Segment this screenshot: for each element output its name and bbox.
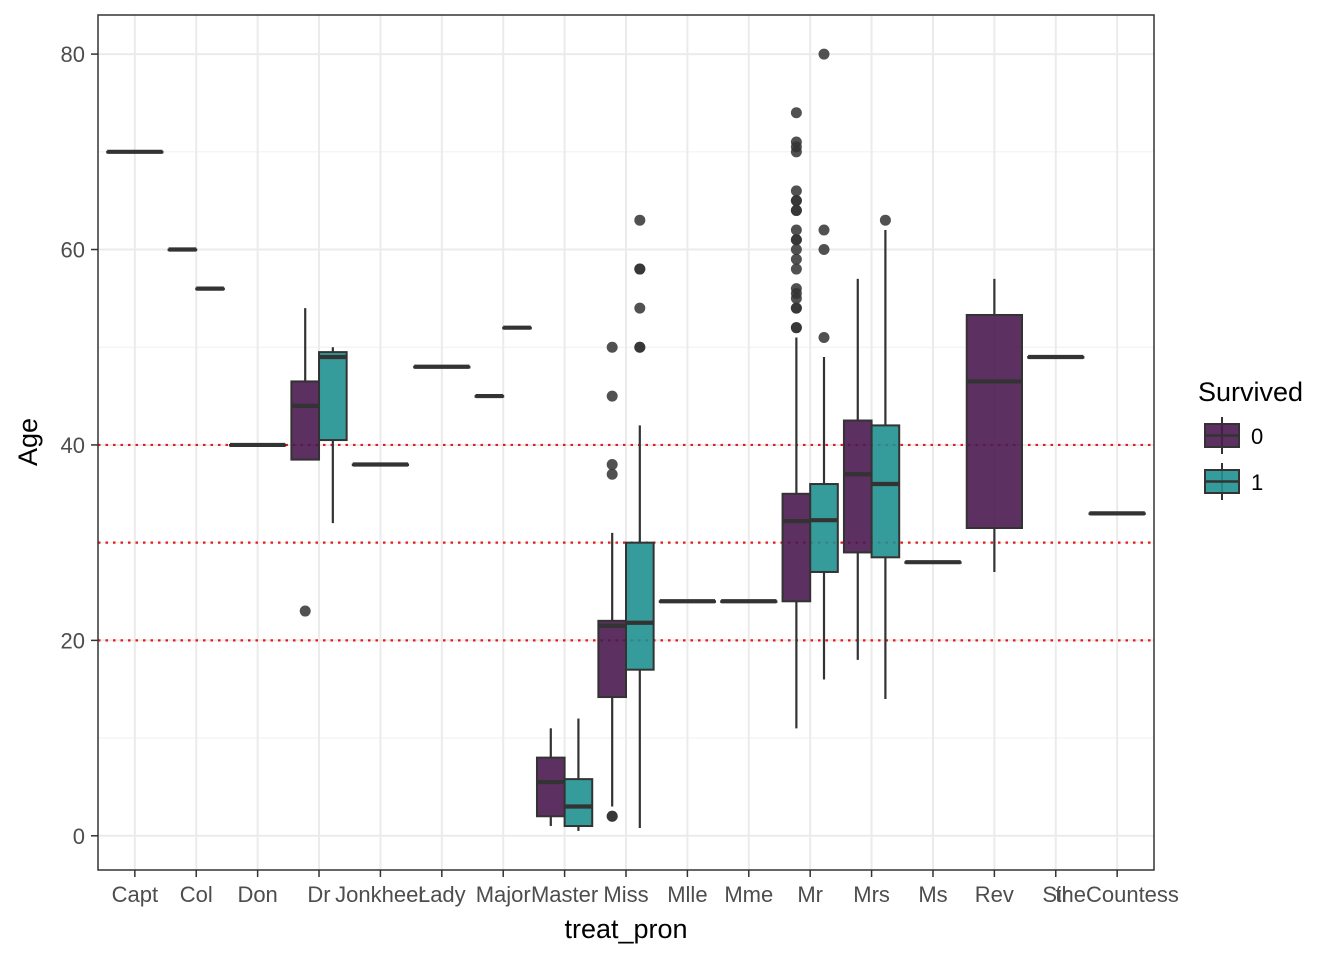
x-tick-label: Rev [975, 882, 1014, 907]
outlier-point [790, 244, 802, 256]
box-Mrs-0 [842, 278, 873, 660]
legend-item-1: 1 [1204, 463, 1263, 500]
box-body [625, 541, 655, 671]
box-Jonkheer-0 [351, 462, 410, 467]
box-body [318, 351, 348, 442]
x-tick-label: Capt [112, 882, 158, 907]
x-tick-label: Master [531, 882, 598, 907]
x-tick-label: Mrs [853, 882, 890, 907]
legend: Survived 01 [1198, 377, 1303, 500]
outlier-point [299, 605, 311, 617]
box-body [870, 424, 901, 559]
outlier-point [790, 224, 802, 236]
box-Mme-1 [720, 599, 778, 604]
legend-label: 0 [1251, 424, 1263, 449]
outlier-point [818, 331, 830, 343]
outlier-point [606, 341, 618, 353]
box-body [842, 419, 873, 554]
boxes-layer [106, 48, 1146, 831]
box-Major-1 [502, 325, 532, 330]
outlier-point [790, 234, 802, 246]
box-Mr-1 [809, 48, 839, 680]
box-body [597, 619, 627, 699]
outlier-point [606, 390, 618, 402]
outlier-point [879, 214, 891, 226]
x-tick-label: Mlle [667, 882, 707, 907]
box-Mr-0 [781, 107, 812, 729]
box-body [781, 492, 812, 603]
outlier-point [818, 244, 830, 256]
legend-item-0: 0 [1204, 417, 1263, 454]
box-Capt-0 [106, 149, 164, 154]
outlier-point [790, 322, 802, 334]
outlier-point [790, 253, 802, 265]
box-body [563, 778, 594, 828]
x-tick-label: Mme [724, 882, 773, 907]
legend-label: 1 [1251, 470, 1263, 495]
x-tick-label: Sir [1042, 882, 1069, 907]
outlier-point [790, 283, 802, 295]
outlier-point [634, 263, 646, 275]
outlier-point [606, 468, 618, 480]
outlier-point [818, 48, 830, 60]
box-body [290, 380, 321, 461]
box-Miss-1 [625, 214, 655, 828]
x-tick-label: Lady [418, 882, 466, 907]
legend-items: 01 [1204, 417, 1263, 500]
box-Ms-1 [904, 560, 962, 565]
legend-title: Survived [1198, 377, 1303, 407]
y-tick-label: 0 [73, 824, 85, 849]
box-Dr-1 [318, 347, 348, 524]
outlier-point [818, 224, 830, 236]
x-tick-label: Mr [797, 882, 823, 907]
box-Col-1 [195, 286, 225, 291]
outlier-point [790, 263, 802, 275]
box-theCountess-1 [1088, 511, 1146, 516]
box-Mrs-1 [870, 214, 901, 699]
box-Major-0 [474, 393, 505, 399]
x-tick-label: Don [237, 882, 277, 907]
x-tick-label: Jonkheer [335, 882, 426, 907]
x-tick-label: Major [476, 882, 531, 907]
y-tick-label: 60 [61, 238, 85, 263]
outlier-point [790, 107, 802, 119]
outlier-point [634, 341, 646, 353]
x-tick-label: Col [180, 882, 213, 907]
outlier-point [634, 214, 646, 226]
y-tick-label: 80 [61, 42, 85, 67]
y-tick-label: 40 [61, 433, 85, 458]
x-tick-label: Ms [918, 882, 947, 907]
box-body [535, 756, 566, 818]
outlier-point [634, 302, 646, 314]
box-body [809, 483, 839, 573]
outlier-point [606, 810, 618, 822]
y-axis: 0 20 40 60 80 [61, 42, 98, 849]
x-tick-label: theCountess [1055, 882, 1179, 907]
outlier-point [790, 136, 802, 148]
x-axis-title: treat_pron [564, 914, 687, 944]
box-Dr-0 [290, 308, 321, 617]
box-Master-1 [563, 718, 594, 831]
outlier-point [606, 458, 618, 470]
x-tick-label: Miss [603, 882, 648, 907]
outlier-point [790, 302, 802, 314]
outlier-point [790, 204, 802, 216]
box-Mlle-1 [658, 599, 717, 604]
box-Rev-0 [965, 278, 1024, 572]
y-axis-title: Age [13, 418, 43, 466]
box-Master-0 [535, 728, 566, 827]
box-Don-0 [229, 442, 287, 448]
box-body [965, 313, 1024, 529]
box-Lady-1 [413, 364, 471, 369]
y-tick-label: 20 [61, 628, 85, 653]
box-Sir-1 [1027, 354, 1085, 360]
x-tick-label: Dr [307, 882, 330, 907]
box-Miss-0 [597, 341, 627, 822]
outlier-point [790, 185, 802, 197]
box-Col-0 [167, 247, 198, 252]
outlier-point [790, 195, 802, 207]
